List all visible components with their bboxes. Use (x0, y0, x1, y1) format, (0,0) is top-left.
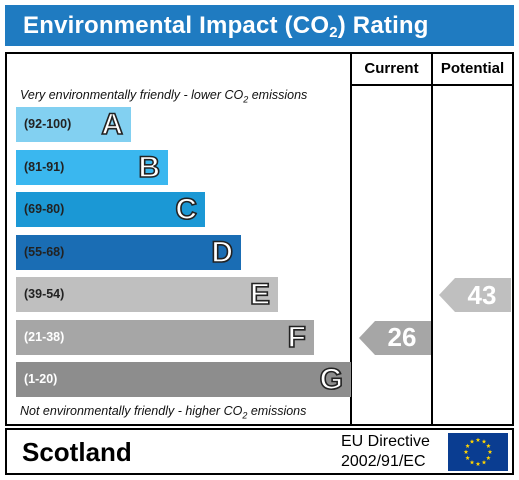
eu-flag-icon (448, 433, 508, 471)
eu-star-icon (487, 449, 493, 454)
potential-divider (431, 54, 433, 424)
eu-star-icon (465, 455, 470, 460)
band-e: (39-54) E (16, 277, 278, 312)
eu-star-icon (481, 459, 487, 465)
current-divider (350, 54, 352, 424)
band-range: (21-38) (24, 329, 65, 344)
band-d: (55-68) D (16, 234, 241, 270)
band-range: (81-91) (24, 159, 65, 174)
current-rating-value: 26 (387, 322, 417, 352)
top-note: Very environmentally friendly - lower CO… (20, 88, 308, 105)
eu-star-icon (469, 439, 475, 444)
potential-rating-value: 43 (467, 279, 497, 310)
footer: Scotland EU Directive 2002/91/EC (5, 428, 514, 475)
eu-star-icon (465, 443, 470, 448)
band-range: (92-100) (24, 117, 72, 131)
band-range: (39-54) (24, 287, 65, 301)
band-range: (69-80) (24, 202, 65, 216)
potential-column-header: Potential (440, 60, 505, 77)
header-divider (350, 84, 512, 86)
current-rating-arrow: 26 (359, 320, 431, 355)
potential-rating-arrow: 43 (439, 278, 511, 312)
band-letter: B (138, 150, 161, 185)
directive-line-1: EU Directive (341, 433, 430, 450)
eu-star-icon (463, 449, 469, 454)
band-b: (81-91) B (16, 149, 168, 185)
eu-star-icon (486, 443, 491, 448)
band-range: (1-20) (24, 372, 58, 386)
band-letter: D (211, 235, 234, 270)
band-letter: G (319, 362, 344, 397)
band-letter: C (175, 192, 198, 227)
rating-frame: Current Potential Very environmentally f… (5, 52, 514, 426)
eu-directive: EU Directive 2002/91/EC (341, 432, 447, 472)
band-a: (92-100) A (16, 107, 131, 142)
bottom-note: Not environmentally friendly - higher CO… (20, 404, 307, 421)
band-c: (69-80) C (16, 192, 205, 227)
current-column-header: Current (364, 60, 419, 77)
band-f: (21-38) F (16, 319, 314, 355)
band-g: (1-20) G (16, 362, 351, 397)
chart-title: Environmental Impact (CO2) Rating (5, 5, 514, 46)
country-label: Scotland (22, 437, 132, 467)
eu-star-icon (475, 461, 481, 466)
band-letter: F (287, 320, 307, 355)
eu-star-icon (475, 437, 481, 442)
directive-line-2: 2002/91/EC (341, 453, 426, 470)
eu-star-icon (481, 439, 487, 444)
band-range: (55-68) (24, 244, 65, 259)
eu-star-icon (486, 455, 491, 460)
eu-star-icon (469, 459, 475, 465)
band-letter: E (249, 277, 271, 312)
band-letter: A (101, 107, 124, 142)
